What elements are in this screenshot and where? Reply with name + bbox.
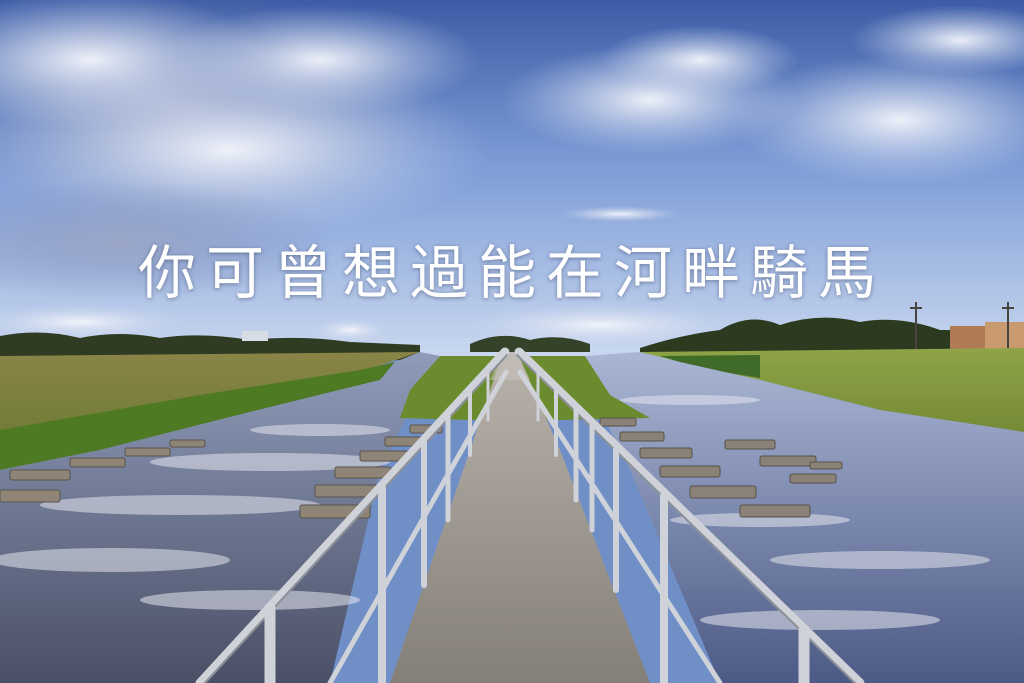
railing-right <box>514 347 865 683</box>
utility-poles <box>910 302 1014 352</box>
houses <box>242 322 1024 350</box>
water-foam <box>0 395 990 630</box>
stepping-stones-left <box>0 424 443 519</box>
railing-left <box>195 347 510 683</box>
headline-overlay-text: 你可曾想過能在河畔騎馬 <box>137 239 886 307</box>
walkway <box>390 352 650 683</box>
stepping-stones-right <box>599 417 843 518</box>
clouds <box>0 0 1024 347</box>
